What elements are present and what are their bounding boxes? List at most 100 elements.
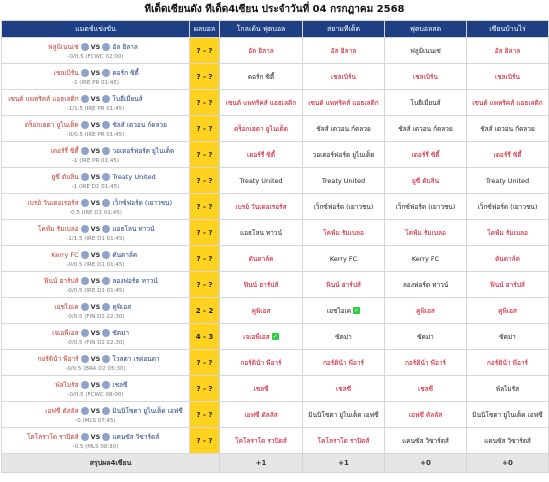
pick-cell: ชัลส์ เดวอน ก์ดลวย (302, 115, 385, 142)
team-logo (102, 146, 111, 155)
pick-cell: ฟินน์ ฮาร์ปส์ (466, 271, 549, 298)
team-logo (102, 224, 111, 233)
match-row: ฟินน์ ฮาร์ปส์ VS ลองฟอร์ด ทาวน์ -0/0.5 (IRE… (1, 271, 549, 298)
match-cell: ฟลูมิเนนเซ่ VS อัล ฮิลาล -0/0.5 (FCWC 02:00… (1, 37, 190, 64)
match-row: เซนต์ แพทริคส์ แอธเลติก VS โบฮีเมี่ยนส์ -1/… (1, 89, 549, 116)
pick-cell: เซนต์ แพทริคส์ แอธเลติก (302, 89, 385, 116)
pick: เชลซี (253, 384, 269, 393)
handicap: -0 (MLS 07:45) (75, 417, 116, 424)
match-cell: ฟินน์ ฮาร์ปส์ VS ลองฟอร์ด ทาวน์ -0/0.5 (IRE… (1, 271, 190, 298)
pick: เชลซี (335, 384, 352, 393)
pick: เซนต์ แพทริคส์ แอธเลติก (472, 98, 543, 107)
pick-cell: แคนซัส วิซาร์ดส์ (466, 427, 549, 454)
teams: เซนต์ แพทริคส์ แอธเลติก VS โบฮีเมี่ยนส์ (4, 94, 187, 104)
pick: เชลเบิร์น (413, 72, 438, 81)
match-row: เอฟซี ดัลลัส VS มินนิโซตา ยูไนเต็ด เอฟซี -0… (1, 401, 549, 428)
match-cell: กอร์ดิน้า พีอาร์ VS โวลตา เรดอนดา -0/0.5 (B… (1, 349, 190, 376)
team-logo (80, 146, 89, 155)
teams: กอร์ดิน้า พีอาร์ VS โวลตา เรดอนดา (4, 354, 187, 364)
away-team: ซัคม่า (112, 328, 130, 337)
home-team: เชลเบิร์น (53, 68, 79, 77)
pick: ซัคม่า (335, 332, 352, 341)
handicap: -0.5 (MLS 08:30) (72, 443, 119, 450)
pick-cell: เว็กซ์ฟอร์ด (เยาวชน) (384, 193, 467, 220)
home-team: ดร็อกเฮดา ยูไนเต็ด (24, 120, 79, 129)
pick: มินนิโซตา ยูไนเต็ด เอฟซี (472, 410, 543, 419)
team-logo (80, 42, 89, 51)
pick-cell: Treaty United (466, 167, 549, 194)
pick-cell: ดันดาล์ค (219, 245, 303, 272)
title: ทีเด็ดเซียนดัง ทีเด็ด4เซียน ประจำวันที่ … (144, 4, 405, 15)
result: ? - ? (189, 63, 220, 90)
away-team: มินนิโซตา ยูไนเต็ด เอฟซี (112, 406, 183, 415)
vs-label: VS (90, 302, 101, 311)
result: ? - ? (189, 375, 220, 402)
pick-cell: เดอร์รี่ ซิตี้ (466, 141, 549, 168)
match-row: Kerry FC VS ดันดาล์ค -0/0.5 (IRE D1 01:45)?… (1, 245, 549, 272)
match-cell: เซนต์ แพทริคส์ แอธเลติก VS โบฮีเมี่ยนส์ -1/… (1, 89, 190, 116)
pick: เว็กซ์ฟอร์ด (เยาวชน) (395, 202, 456, 211)
result: ? - ? (189, 349, 220, 376)
pick: กอร์ดิน้า พีอาร์ (240, 358, 282, 367)
pick: โคโลราโด ราปิดส์ (317, 436, 370, 445)
pick-cell: เชลเบิร์น (302, 63, 385, 90)
team-logo (102, 198, 111, 207)
result: ? - ? (189, 401, 220, 428)
team-logo (102, 276, 111, 285)
match-cell: เอชไอเค VS คูพิเอส -0/0.5 (FIN D1 22:30) (1, 297, 190, 324)
handicap: -1 (IRE PR 01:45) (72, 157, 119, 164)
header-cell: แมตช์แข่งขัน (1, 20, 190, 38)
pick: คูพิเอส (416, 306, 435, 315)
pick-cell: โบฮีเมี่ยนส์ (384, 89, 467, 116)
match-row: ยูซี ดับลิน VS Treaty United -1 (IRE D1 01:… (1, 167, 549, 194)
team-logo (102, 250, 111, 259)
teams: เอฟซี ดัลลัส VS มินนิโซตา ยูไนเต็ด เอฟซี (4, 406, 187, 416)
pick: เดอร์รี่ ซิตี้ (246, 150, 276, 159)
teams: ยูซี ดับลิน VS Treaty United (4, 172, 187, 182)
check-icon: ✓ (271, 333, 279, 340)
pick: อัล ฮิลาล (494, 46, 521, 55)
pick-cell: ซัคม่า (384, 323, 467, 350)
team-logo (102, 328, 111, 337)
pick: ฟินน์ ฮาร์ปส์ (490, 280, 525, 289)
match-cell: เอฟซี ดัลลัส VS มินนิโซตา ยูไนเต็ด เอฟซี -0… (1, 401, 190, 428)
header-cell: ผลบอล (189, 20, 220, 38)
pick-cell: กอร์ดิน้า พีอาร์ (302, 349, 385, 376)
summary-score: +0 (466, 453, 549, 473)
pick-cell: ชัลส์ เดวอน ก์ดลวย (384, 115, 467, 142)
team-logo (80, 68, 89, 77)
pick: ฟินน์ ฮาร์ปส์ (326, 280, 361, 289)
summary-score: +0 (384, 453, 467, 473)
vs-label: VS (90, 94, 101, 103)
home-team: เบรย์ วันเดอเรอร์ส (27, 198, 79, 207)
result: ? - ? (189, 219, 220, 246)
pick: เชลเบิร์น (495, 72, 520, 81)
pick: มินนิโซตา ยูไนเต็ด เอฟซี (308, 410, 379, 419)
pick-cell: เว็กซ์ฟอร์ด (เยาวชน) (466, 193, 549, 220)
team-logo (102, 94, 111, 103)
pick-cell: พัลไมรัส (466, 375, 549, 402)
pick-cell: มินนิโซตา ยูไนเต็ด เอฟซี (302, 401, 385, 428)
handicap: -0.5 (IRE D1 01:45) (69, 209, 122, 216)
summary-score: +1 (302, 453, 385, 473)
pick: เอฟซี ดัลลัส (408, 410, 443, 419)
pick-cell: เอฟซี ดัลลัส (219, 401, 303, 428)
team-logo (80, 224, 89, 233)
pick: โคฟ์ม รัมเบลอ (405, 228, 446, 237)
pick: ฟลูมิเนนเซ่ (410, 46, 441, 55)
result: ? - ? (189, 427, 220, 454)
pick-cell: เว็กซ์ฟอร์ด (เยาวชน) (302, 193, 385, 220)
pick-cell: Kerry FC (302, 245, 385, 272)
pick-cell: ดร็อกเฮดา ยูไนเต็ด (219, 115, 303, 142)
pick: เชลซี (417, 384, 434, 393)
match-row: ฟลูมิเนนเซ่ VS อัล ฮิลาล -0/0.5 (FCWC 02:00… (1, 37, 549, 64)
home-team: ยูซี ดับลิน (51, 172, 79, 181)
pick-cell: เอฟซี ดัลลัส (384, 401, 467, 428)
pick: อัล ฮิลาล (330, 46, 357, 55)
pick-cell: มินนิโซตา ยูไนเต็ด เอฟซี (466, 401, 549, 428)
header-cell: เซียนบ้านไร่ (466, 20, 549, 38)
header-cell: โกลเด้น ฟุตบอล (219, 20, 303, 38)
pick-cell: แอธโลน ทาวน์ (219, 219, 303, 246)
team-logo (80, 250, 89, 259)
header-cell: สยามทีเด็ด (302, 20, 385, 38)
